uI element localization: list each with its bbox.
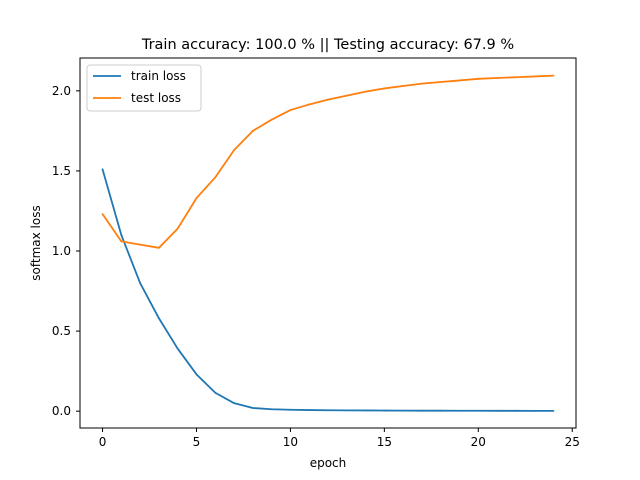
legend: train loss test loss [86,64,202,112]
data-point-test-loss [439,81,442,83]
data-point-train-loss [327,409,329,412]
data-point-test-loss [477,77,480,80]
data-point-test-loss [270,118,273,121]
data-point-train-loss [514,409,517,412]
data-point-test-loss [402,85,405,87]
y-tick-label: 1.5 [52,164,71,178]
legend-label-train-loss: train loss [131,69,186,83]
data-point-test-loss [139,243,142,246]
data-point-test-loss [383,87,386,90]
data-point-test-loss [552,74,555,77]
data-point-train-loss [270,408,273,411]
data-point-train-loss [421,409,423,412]
x-tick-label: 20 [471,435,486,449]
data-point-train-loss [158,317,160,320]
data-point-train-loss [383,409,386,412]
x-tick-label: 0 [99,435,107,449]
data-point-test-loss [458,79,461,82]
data-point-train-loss [195,373,198,376]
data-point-test-loss [496,77,498,79]
data-point-test-loss [214,176,217,179]
series-layer [101,74,555,412]
plot-frame [79,57,577,429]
y-tick-label: 2.0 [52,84,71,98]
data-point-test-loss [421,82,423,85]
data-point-train-loss [364,409,367,412]
data-point-test-loss [101,213,104,216]
data-point-train-loss [552,409,555,412]
data-point-train-loss [139,282,142,284]
data-point-test-loss [345,94,348,97]
x-tick-label: 5 [193,435,201,449]
data-point-test-loss [514,76,517,79]
data-point-train-loss [120,234,123,236]
data-point-test-loss [533,75,536,78]
data-point-train-loss [308,409,311,411]
data-point-test-loss [120,240,123,243]
data-point-test-loss [233,149,235,152]
data-point-test-loss [195,197,198,200]
data-point-train-loss [214,391,217,394]
data-point-train-loss [496,409,498,412]
data-point-train-loss [402,409,405,412]
x-tick-label: 10 [283,435,298,449]
data-point-test-loss [327,98,329,101]
data-point-test-loss [176,227,179,230]
data-point-train-loss [289,408,292,411]
data-point-train-loss [439,409,442,412]
data-point-train-loss [477,409,480,412]
x-tick-label: 25 [565,435,580,449]
x-axis-label: epoch [310,456,347,470]
plot-area: 0 5 10 15 20 25 0.0 0.5 1.0 1.5 2.0 [52,57,580,449]
data-point-train-loss [458,409,461,412]
tick-layer: 0 5 10 15 20 25 0.0 0.5 1.0 1.5 2.0 [52,84,580,449]
data-point-test-loss [289,109,292,111]
data-point-train-loss [345,409,348,412]
data-point-train-loss [233,402,235,405]
y-tick-label: 1.0 [52,244,71,258]
y-tick-label: 0.5 [52,324,71,338]
data-point-train-loss [251,407,254,409]
data-point-train-loss [176,347,179,350]
data-point-test-loss [158,246,160,249]
data-point-test-loss [364,90,367,93]
x-tick-label: 15 [377,435,392,449]
chart-title: Train accuracy: 100.0 % || Testing accur… [141,37,514,53]
data-point-test-loss [251,129,254,132]
y-axis-label: softmax loss [29,205,43,280]
data-point-test-loss [308,103,311,106]
y-tick-label: 0.0 [52,404,71,418]
data-point-train-loss [533,409,536,412]
data-point-train-loss [101,168,104,171]
legend-label-test-loss: test loss [131,91,181,105]
